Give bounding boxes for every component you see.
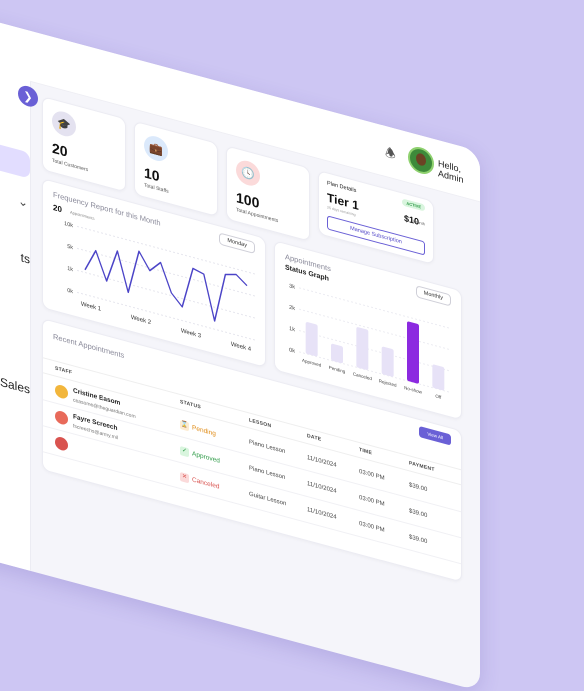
status-badge: ACTIVE bbox=[402, 198, 425, 212]
graduation-cap-icon: 🎓 bbox=[52, 108, 76, 140]
x-tick-label: Week 1 bbox=[81, 300, 102, 312]
stat-card-customers: 🎓 20 Total Customers bbox=[42, 95, 126, 193]
sidebar-item-label[interactable]: ts bbox=[20, 250, 30, 267]
frequency-line-chart: 10k 5k 1k 0k Week 1 Week 2 Week 3 Week 4 bbox=[64, 221, 255, 353]
y-tick-label: 0k bbox=[289, 347, 295, 355]
bell-icon[interactable]: 🕭 bbox=[385, 144, 396, 162]
payment-cell: $39.00 bbox=[409, 508, 428, 520]
x-tick-label: Rejected bbox=[379, 378, 397, 388]
hourglass-icon: ⌛ bbox=[180, 419, 189, 432]
frequency-report-card: Frequency Report for this Month Monday 2… bbox=[42, 177, 266, 368]
x-tick-label: Pending bbox=[329, 365, 346, 374]
lesson-cell: Guitar Lesson bbox=[249, 491, 287, 508]
y-tick-label: 1k bbox=[67, 266, 73, 274]
x-tick-label: Off bbox=[435, 393, 442, 400]
y-tick-label: 3k bbox=[289, 283, 295, 291]
y-tick-label: 1k bbox=[289, 326, 295, 334]
date-cell: 11/10/2024 bbox=[307, 480, 337, 495]
sidebar-active-item[interactable] bbox=[0, 134, 30, 179]
grid-line bbox=[299, 330, 451, 372]
bar-rejected bbox=[381, 346, 394, 377]
x-tick-label: No-show bbox=[404, 385, 422, 395]
stat-card-staffs: 💼 10 Total Staffs bbox=[134, 120, 218, 218]
clock-icon: 🕓 bbox=[236, 157, 260, 189]
bar-approved bbox=[305, 322, 318, 357]
column-header-status[interactable]: STATUS bbox=[180, 398, 202, 411]
grid-line bbox=[77, 225, 255, 275]
x-tick-label: Week 3 bbox=[181, 327, 202, 339]
stat-label: Total Staffs bbox=[144, 182, 169, 195]
avatar bbox=[55, 409, 68, 426]
recent-title: Recent Appointments bbox=[53, 331, 125, 361]
status-text: Canceled bbox=[192, 476, 220, 491]
sidebar-chevron-down-icon[interactable]: ⌄ bbox=[18, 193, 29, 211]
status-text: Approved bbox=[192, 450, 220, 465]
dashboard-app: ⌄ ts Sales ❯ 🕭 Hello, Admin ⌄ 🎓 20 Total… bbox=[0, 12, 480, 691]
y-tick-label: 0k bbox=[67, 288, 73, 296]
status-badge: ⌛ Pending bbox=[180, 419, 216, 439]
avatar bbox=[55, 435, 68, 452]
status-text: Pending bbox=[192, 424, 216, 438]
grid-line bbox=[299, 351, 451, 394]
status-badge: ✕ Canceled bbox=[180, 471, 220, 492]
x-circle-icon: ✕ bbox=[180, 471, 189, 484]
bar-off bbox=[432, 364, 445, 391]
time-cell: 03:00 PM bbox=[359, 494, 385, 508]
user-greeting[interactable]: Hello, Admin bbox=[438, 158, 464, 185]
stat-card-appointments: 🕓 100 Total Appointments bbox=[226, 145, 310, 242]
time-cell: 03:00 PM bbox=[359, 468, 385, 482]
stat-label: Total Customers bbox=[52, 157, 89, 174]
briefcase-icon: 💼 bbox=[144, 133, 168, 164]
stat-value: 10 bbox=[144, 164, 160, 185]
y-tick-label: 10k bbox=[64, 221, 73, 229]
grid-line bbox=[77, 247, 255, 297]
grid-line bbox=[77, 291, 255, 341]
grid-line bbox=[299, 308, 451, 351]
check-circle-icon: ✓ bbox=[180, 445, 189, 458]
x-tick-label: Week 4 bbox=[231, 341, 252, 353]
x-tick-label: Canceled bbox=[353, 371, 372, 381]
appointments-status-card: Appointments Status Graph Monthly 3k 2k 1k… bbox=[274, 240, 462, 421]
payment-cell: $39.00 bbox=[409, 482, 428, 494]
column-header-lesson[interactable]: LESSON bbox=[249, 417, 272, 430]
sidebar-item-sales[interactable]: Sales bbox=[0, 374, 30, 397]
payment-cell: $39.00 bbox=[409, 534, 428, 546]
y-tick-label: 5k bbox=[67, 244, 73, 252]
column-header-time[interactable]: TIME bbox=[359, 446, 373, 457]
frequency-series-line bbox=[84, 249, 248, 322]
date-cell: 11/10/2024 bbox=[307, 454, 337, 469]
y-tick-label: 2k bbox=[289, 305, 295, 313]
grid-line bbox=[299, 287, 451, 330]
grid-line bbox=[77, 269, 255, 319]
x-tick-label: Week 2 bbox=[131, 314, 152, 326]
view-all-button[interactable]: View All bbox=[419, 426, 451, 446]
status-bar-chart: 3k 2k 1k 0k Approved Pending Canceled Rejected N… bbox=[289, 283, 451, 400]
bar-canceled bbox=[356, 327, 369, 370]
avatar bbox=[55, 383, 68, 400]
stat-value: 20 bbox=[52, 139, 68, 160]
avatar[interactable] bbox=[408, 144, 434, 178]
bar-no-show bbox=[407, 321, 419, 384]
x-tick-label: Approved bbox=[302, 358, 322, 368]
bar-pending bbox=[331, 343, 343, 364]
column-header-staff[interactable]: STAFF bbox=[55, 365, 73, 377]
date-cell: 11/10/2024 bbox=[307, 506, 337, 521]
time-cell: 03:00 PM bbox=[359, 520, 385, 534]
lesson-cell: Piano Lesson bbox=[249, 465, 286, 482]
column-header-payment[interactable]: PAYMENT bbox=[409, 460, 435, 474]
column-header-date[interactable]: DATE bbox=[307, 432, 322, 443]
app-frame: ⌄ ts Sales ❯ 🕭 Hello, Admin ⌄ 🎓 20 Total… bbox=[0, 12, 480, 691]
lesson-cell: Piano Lesson bbox=[249, 439, 286, 456]
